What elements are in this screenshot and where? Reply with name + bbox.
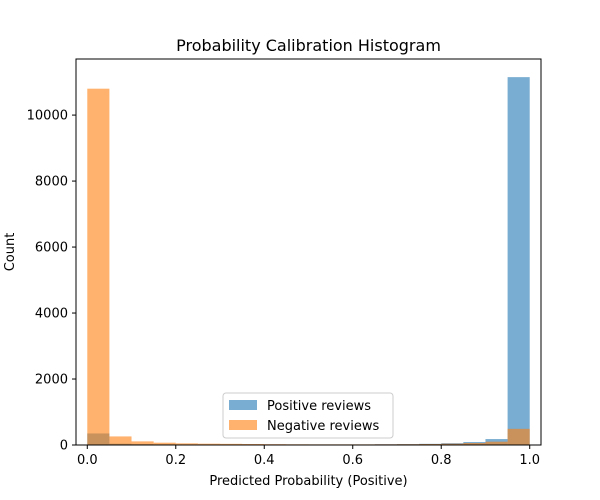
x-tick-label: 0.2 [165,453,186,468]
y-axis-title: Count [3,233,18,272]
legend-label-negative: Negative reviews [267,419,379,434]
y-axis: 0 2000 4000 6000 8000 10000 [27,109,76,454]
x-tick-label: 0.0 [77,453,98,468]
bar-negative-4 [175,443,198,445]
y-tick-label: 8000 [35,175,68,190]
legend-swatch-negative [229,420,257,430]
x-tick-label: 0.6 [342,453,363,468]
bar-negative-1 [109,436,132,445]
bar-positive-19 [507,77,530,446]
bar-negative-6 [220,443,243,445]
bar-negative-19 [507,428,530,445]
bar-negative-17 [463,443,486,445]
y-tick-label: 10000 [27,109,68,124]
bar-negative-18 [485,441,508,445]
plot-frame [75,58,542,446]
bars-layer [87,77,530,446]
bar-negative-16 [441,443,464,445]
y-tick-label: 4000 [35,307,68,322]
x-axis: 0.0 0.2 0.4 0.6 0.8 1.0 [77,445,540,468]
x-tick-label: 0.8 [431,453,452,468]
x-tick-label: 0.4 [254,453,275,468]
bar-negative-5 [197,443,221,445]
x-tick-label: 1.0 [519,453,540,468]
y-tick-label: 0 [60,439,68,454]
legend-box [222,392,394,439]
legend-swatch-positive [229,400,257,410]
chart-title: Probability Calibration Histogram [176,36,441,55]
y-tick-label: 2000 [35,373,68,388]
legend: Positive reviews Negative reviews [222,392,394,439]
y-tick-label: 6000 [35,241,68,256]
x-axis-title: Predicted Probability (Positive) [209,474,407,489]
legend-label-positive: Positive reviews [267,399,371,414]
bar-negative-3 [153,442,176,445]
bar-negative-0 [87,88,110,445]
bar-negative-2 [131,441,154,445]
